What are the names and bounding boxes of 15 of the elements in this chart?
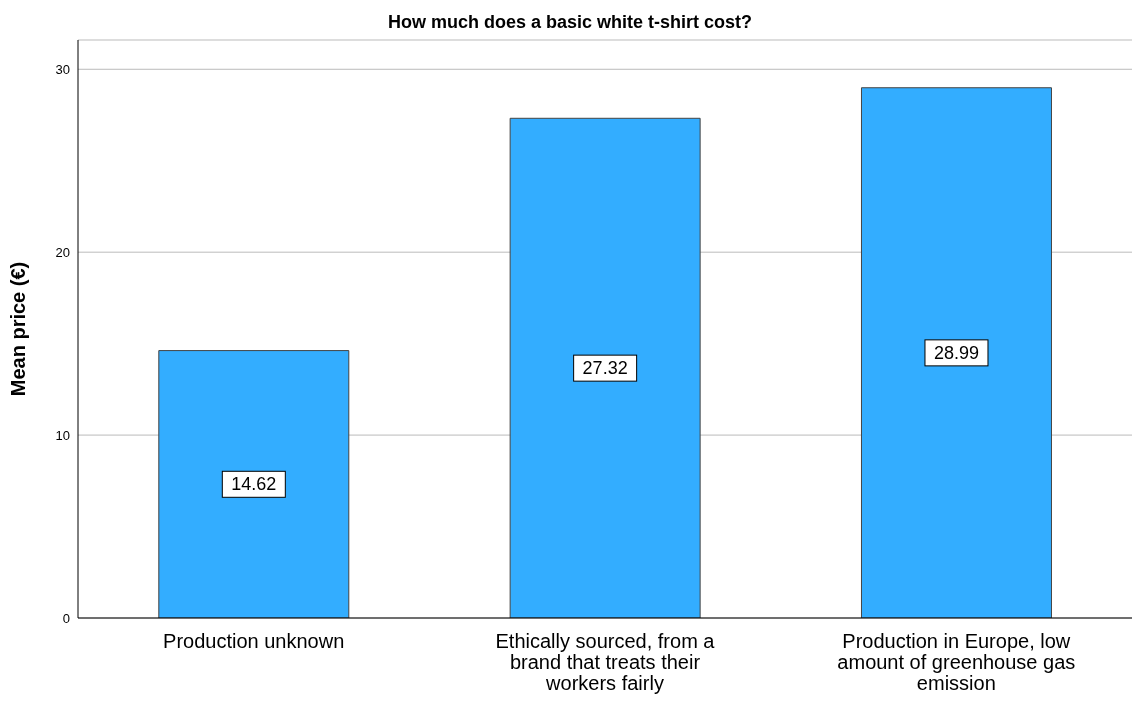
data-label: 14.62	[231, 474, 277, 495]
y-axis-title: Mean price (€)	[7, 261, 30, 397]
data-label: 27.32	[582, 358, 628, 379]
bar	[860, 87, 1052, 618]
data-label: 28.99	[933, 342, 979, 363]
x-tick-label: Production in Europe, low amount of greenhouse gas emission	[837, 630, 1076, 694]
x-tick-label: Ethically sourced, from a brand that treats their workers fairly	[495, 630, 716, 694]
y-tick-label: 30	[55, 61, 70, 77]
y-tick-label: 20	[55, 244, 70, 260]
chart-title: How much does a basic white t-shirt cost?	[386, 11, 754, 34]
y-tick-label: 0	[62, 610, 70, 626]
x-tick-label: Production unknown	[163, 630, 345, 652]
y-tick-label: 10	[55, 427, 70, 443]
bar	[158, 350, 350, 618]
bar	[509, 117, 701, 618]
